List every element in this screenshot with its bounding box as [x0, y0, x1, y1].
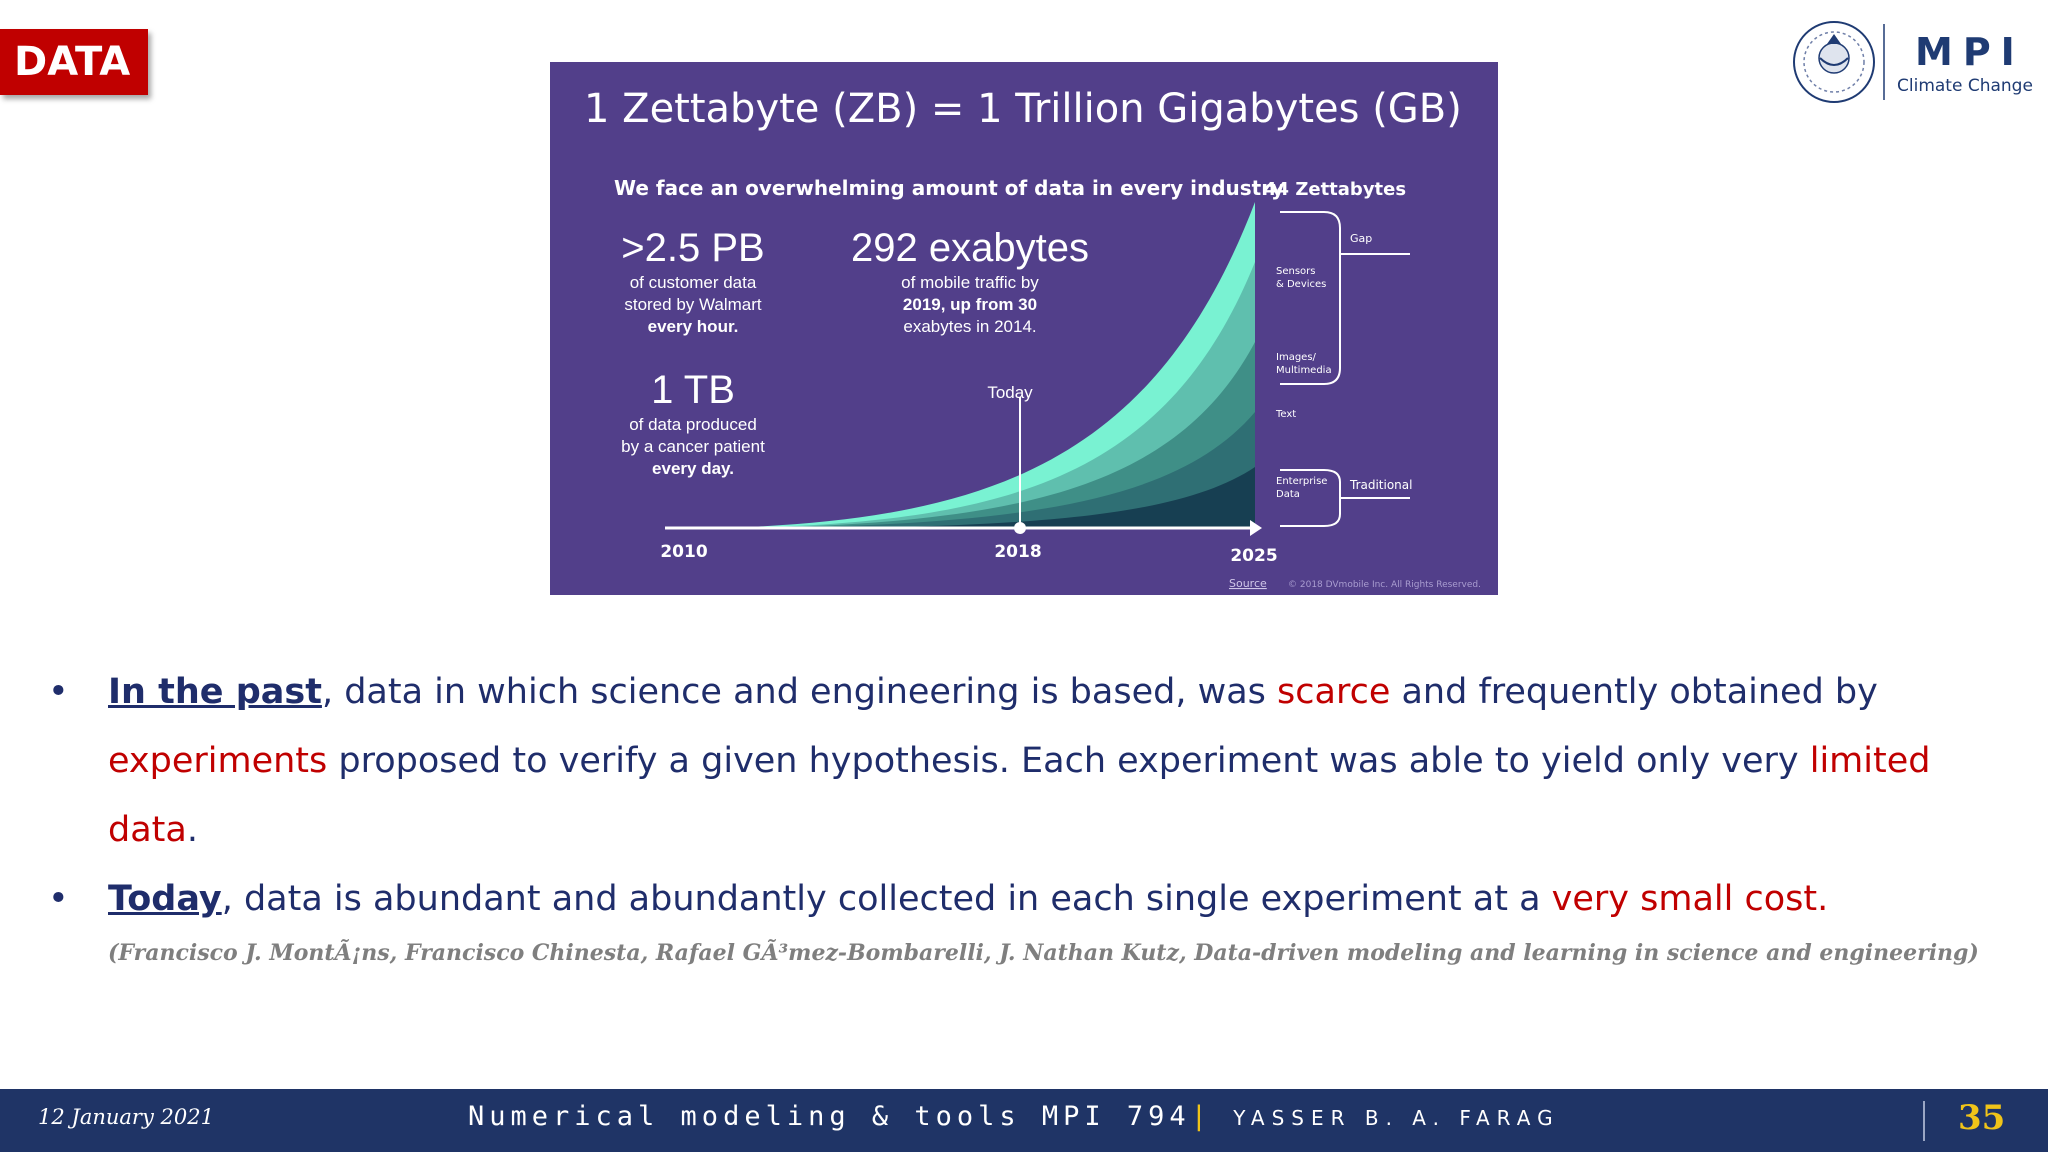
infographic-subtitle: We face an overwhelming amount of data i… [614, 176, 1284, 200]
stat-mobile-line: of mobile traffic by [901, 273, 1039, 292]
bullet-text: , data in which science and engineering … [321, 672, 1278, 712]
highlight-experiments: experiments [108, 741, 328, 781]
source-link[interactable]: Source [1229, 577, 1267, 590]
bullet-list: • In the past, data in which science and… [48, 658, 2008, 934]
footer-divider [1923, 1101, 1925, 1141]
enterprise-label: Data [1276, 489, 1300, 500]
highlight-scarce: scarce [1277, 672, 1391, 712]
year-label: 2025 [1230, 546, 1277, 566]
bullet-today: • Today, data is abundant and abundantly… [48, 865, 2008, 934]
logo-name: MPI [1915, 30, 2025, 74]
bullet-text: proposed to verify a given hypothesis. E… [327, 741, 1810, 781]
footer-author: YASSER B. A. FARAG [1233, 1106, 1560, 1130]
sensors-label: & Devices [1276, 279, 1326, 290]
stat-cancer-value: 1 TB [651, 368, 735, 412]
enterprise-label: Enterprise [1276, 476, 1327, 487]
stat-walmart-value: >2.5 PB [621, 226, 764, 270]
timeline-arrow [1250, 520, 1262, 536]
footer-course-line: Numerical modeling & tools MPI 794| YASS… [468, 1101, 1560, 1132]
stat-cancer-line: every day. [652, 459, 734, 478]
footer-course: Numerical modeling & tools MPI 794 [468, 1101, 1191, 1132]
year-label: 2010 [660, 542, 707, 562]
footer-separator: | [1190, 1101, 1212, 1132]
stat-walmart-line: every hour. [648, 317, 739, 336]
highlight-limited-data: limited data [108, 741, 1931, 850]
section-tag: DATA [0, 29, 148, 95]
stat-cancer-line: by a cancer patient [621, 437, 765, 456]
layer-enterprise [665, 467, 1255, 529]
footer-date: 12 January 2021 [38, 1105, 214, 1129]
today-label: Today [987, 383, 1033, 402]
highlight-small-cost: very small cost. [1551, 879, 1829, 919]
stat-walmart-line: of customer data [630, 273, 757, 292]
mpi-logo [1793, 21, 1885, 103]
images-label: Images/ [1276, 352, 1317, 363]
bullet-marker: • [48, 672, 69, 712]
traditional-label: Traditional [1349, 478, 1412, 492]
bullet-lead: Today [108, 879, 222, 919]
layer-gap [665, 202, 1255, 529]
stat-cancer-line: of data produced [629, 415, 757, 434]
digital-bracket [1280, 211, 1341, 385]
logo-text: MPI Climate Change [1897, 30, 2033, 96]
bullet-text: , data is abundant and abundantly collec… [221, 879, 1552, 919]
stat-mobile-line: 2019, up from 30 [903, 295, 1037, 314]
bullet-text: . [186, 810, 198, 850]
page-number: 35 [1958, 1098, 2006, 1138]
layer-text [665, 412, 1255, 529]
logo-subtitle: Climate Change [1897, 76, 2033, 96]
copyright-text: © 2018 DVmobile Inc. All Rights Reserved… [1288, 580, 1481, 590]
today-marker-dot [1014, 522, 1026, 534]
zettabyte-infographic: 1 Zettabyte (ZB) = 1 Trillion Gigabytes … [550, 62, 1498, 595]
bullet-text: and frequently obtained by [1390, 672, 1878, 712]
bullet-past: • In the past, data in which science and… [48, 658, 2008, 865]
layer-sensors [665, 262, 1255, 529]
layer-images [665, 342, 1255, 529]
stat-mobile-line: exabytes in 2014. [903, 317, 1036, 336]
gap-label: Gap [1350, 232, 1372, 245]
stat-mobile-value: 292 exabytes [851, 226, 1089, 270]
footer-bar: 12 January 2021 Numerical modeling & too… [0, 1089, 2048, 1152]
text-label: Text [1275, 409, 1296, 420]
images-label: Multimedia [1276, 365, 1332, 376]
year-label: 2018 [994, 542, 1041, 562]
bullet-marker: • [48, 879, 69, 919]
sensors-label: Sensors [1276, 266, 1316, 277]
infographic-title: 1 Zettabyte (ZB) = 1 Trillion Gigabytes … [584, 86, 1462, 132]
bullet-lead: In the past [108, 672, 322, 712]
stat-walmart-line: stored by Walmart [624, 295, 762, 314]
peak-label: 44 Zettabytes [1264, 179, 1406, 200]
reference-citation: (Francisco J. MontÃ¡ns, Francisco Chines… [108, 940, 1979, 966]
